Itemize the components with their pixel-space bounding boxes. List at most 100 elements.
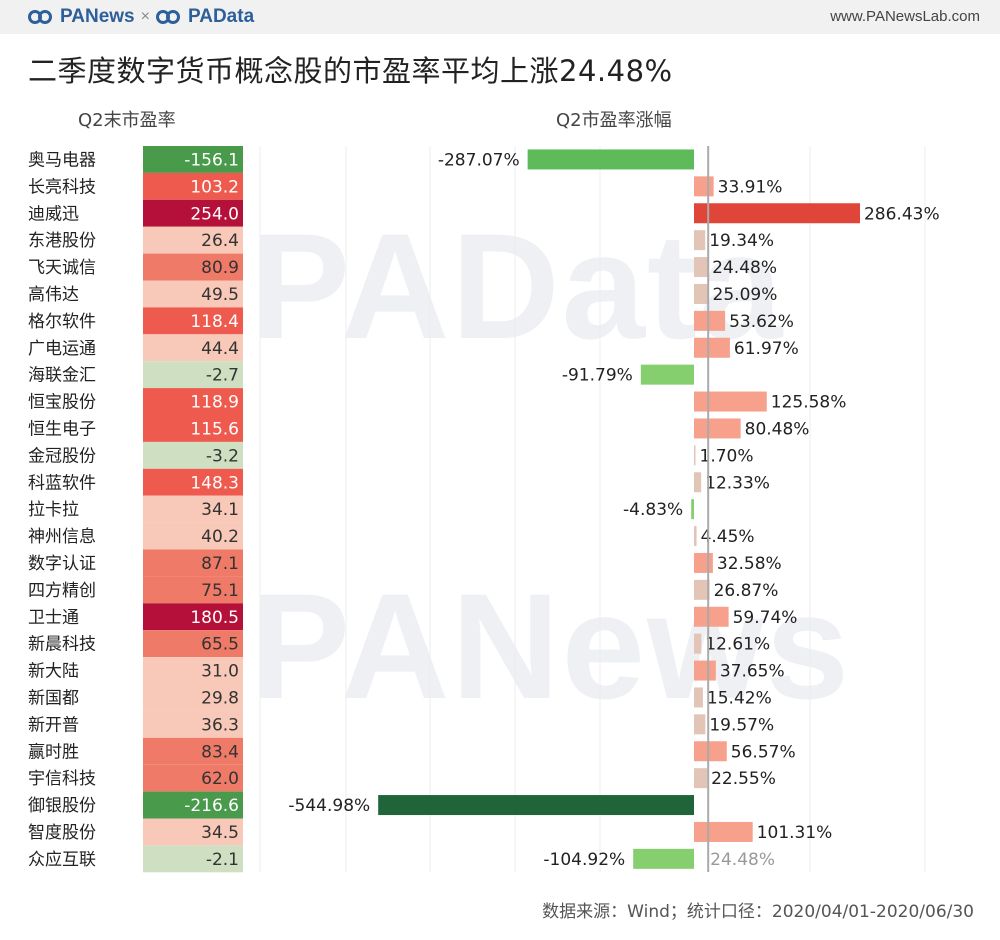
category-label: 智度股份: [28, 823, 96, 843]
category-label: 科蓝软件: [28, 473, 96, 493]
category-label: 四方精创: [28, 581, 96, 601]
pe-value-label: 254.0: [190, 204, 239, 224]
pe-value-label: -216.6: [184, 796, 239, 816]
category-label: 赢时胜: [28, 742, 79, 762]
pe-cell: [143, 388, 243, 415]
average-label: 24.48%: [710, 850, 775, 870]
watermark-padata: PAData: [250, 202, 785, 370]
change-bar: [694, 526, 697, 547]
pe-value-label: 75.1: [201, 581, 239, 601]
change-bar: [694, 821, 753, 842]
category-label: 新晨科技: [28, 635, 96, 655]
change-bar: [694, 768, 708, 789]
change-bar: [694, 714, 706, 735]
change-bar: [694, 579, 710, 600]
change-bar: [694, 283, 709, 304]
change-bar: [694, 445, 696, 466]
category-label: 新大陆: [28, 662, 79, 682]
change-bar: [694, 660, 716, 681]
category-label: 数字认证: [28, 554, 96, 574]
pe-value-label: 65.5: [201, 635, 239, 655]
change-bar: [691, 499, 694, 520]
change-bar: [633, 848, 694, 869]
pe-cell: [143, 441, 243, 469]
pe-value-label: 40.2: [201, 527, 239, 547]
pe-cell: [143, 522, 243, 550]
category-label: 长亮科技: [28, 177, 96, 197]
change-value-label: 1.70%: [700, 446, 754, 466]
change-bar: [694, 633, 702, 654]
change-bar: [694, 203, 860, 224]
brand-left: PANews: [60, 6, 135, 27]
data-source: 数据来源：Wind；统计口径：2020/04/01-2020/06/30: [542, 902, 974, 922]
change-value-label: 24.48%: [712, 258, 777, 278]
site-url: www.PANewsLab.com: [830, 8, 980, 25]
change-value-label: 32.58%: [717, 554, 782, 574]
brand-separator: ×: [140, 8, 150, 25]
pe-cell: [143, 764, 243, 792]
change-value-label: 15.42%: [707, 688, 772, 708]
change-value-label: 53.62%: [729, 312, 794, 332]
change-value-label: -104.92%: [543, 850, 625, 870]
pe-cell: [143, 603, 243, 631]
change-bar: [527, 149, 694, 170]
category-label: 新国都: [28, 688, 79, 708]
pe-value-label: -156.1: [184, 150, 239, 170]
pe-value-label: 148.3: [190, 473, 239, 493]
pe-value-label: -2.1: [206, 850, 239, 870]
change-value-label: 19.34%: [709, 231, 774, 251]
brand-right: PAData: [187, 6, 255, 27]
category-label: 恒宝股份: [28, 393, 96, 413]
pe-cell: [143, 737, 243, 765]
pe-value-label: 31.0: [201, 662, 239, 682]
change-bar: [694, 418, 741, 439]
pe-value-label: 62.0: [201, 769, 239, 789]
change-value-label: -544.98%: [288, 796, 370, 816]
change-bar: [694, 552, 713, 573]
change-bar: [378, 795, 694, 816]
pe-cell: [143, 146, 243, 173]
change-value-label: 12.61%: [705, 635, 770, 655]
brand-logos: PANews × PAData: [28, 6, 254, 28]
pe-value-label: 34.1: [201, 500, 239, 520]
pe-value-label: 34.5: [201, 823, 239, 843]
category-label: 众应互联: [28, 850, 96, 870]
change-bar: [694, 230, 706, 251]
change-bar: [694, 472, 702, 493]
pe-cell: [143, 630, 243, 658]
pe-value-label: 180.5: [190, 608, 239, 628]
pe-value-label: 83.4: [201, 742, 239, 762]
change-value-label: -91.79%: [562, 366, 633, 386]
pe-value-label: 118.9: [190, 393, 239, 413]
change-value-label: 12.33%: [705, 473, 770, 493]
pe-value-label: -3.2: [206, 446, 239, 466]
pe-value-label: 103.2: [190, 177, 239, 197]
pe-value-label: 49.5: [201, 285, 239, 305]
padata-logo-icon: [155, 10, 180, 24]
pe-cell: [143, 710, 243, 738]
change-value-label: -287.07%: [438, 150, 520, 170]
pe-cell: [143, 576, 243, 604]
category-label: 御银股份: [28, 796, 96, 816]
pe-value-label: 29.8: [201, 688, 239, 708]
change-value-label: 37.65%: [720, 662, 785, 682]
pe-column-header: Q2末市盈率: [78, 110, 176, 131]
change-value-label: 4.45%: [701, 527, 755, 547]
pe-cell: [143, 280, 243, 308]
pe-cell: [143, 253, 243, 281]
change-value-label: 56.57%: [731, 742, 796, 762]
pe-cell: [143, 334, 243, 362]
pe-cell: [143, 684, 243, 711]
pe-value-label: 80.9: [201, 258, 239, 278]
change-bar: [694, 391, 767, 412]
category-label: 迪威迅: [28, 204, 79, 224]
pe-value-label: 36.3: [201, 715, 239, 735]
pe-cell: [143, 172, 243, 200]
panews-logo-icon: [28, 10, 52, 24]
change-bar: [694, 257, 709, 278]
pe-cell: [143, 495, 243, 523]
category-label: 恒生电子: [28, 419, 96, 439]
pe-value-label: 118.4: [190, 312, 239, 332]
pe-cell: [143, 199, 243, 227]
pe-value-label: 44.4: [201, 339, 239, 359]
